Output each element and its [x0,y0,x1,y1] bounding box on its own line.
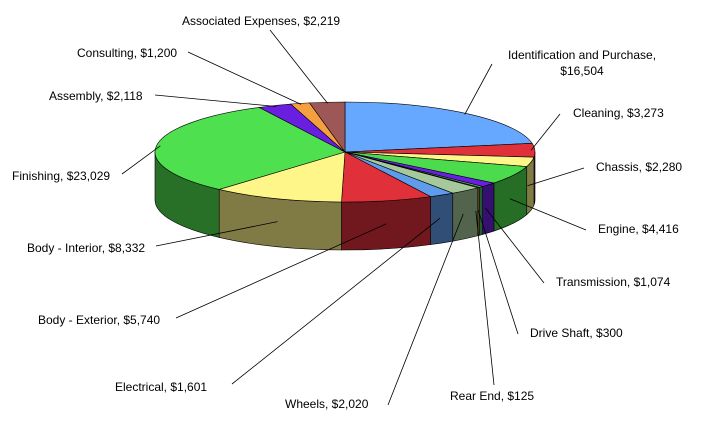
leader-line-12 [154,94,277,107]
slice-label-6: Rear End, $125 [450,389,534,403]
leader-line-8 [231,217,441,385]
leader-line-13 [187,51,302,105]
leader-lines [121,29,587,406]
slice-11 [154,107,346,190]
slice-label-10: Body - Interior, $8,332 [27,241,145,255]
slice-label-4: Transmission, $1,074 [556,275,671,289]
leader-line-3 [509,198,587,231]
leader-line-14 [269,29,328,104]
leader-line-4 [485,207,545,284]
slice-side-8 [430,192,454,245]
slice-label-11: Finishing, $23,029 [12,169,110,183]
slice-side-7 [452,187,479,242]
leader-line-5 [477,210,519,335]
slice-label-14: Associated Expenses, $2,219 [182,14,340,28]
slice-labels: Identification and Purchase, $16,504 Clean… [12,14,682,411]
slice-label-3: Engine, $4,416 [598,222,679,236]
slice-10 [218,151,346,203]
leader-line-7 [387,213,464,406]
slice-label-1: Cleaning, $3,273 [573,106,664,120]
slice-0 [344,101,533,153]
leader-line-9 [175,223,387,319]
slice-label-5: Drive Shaft, $300 [530,326,623,340]
slice-label-2: Chassis, $2,280 [596,160,682,174]
slice-side-9 [341,196,431,251]
slice-label-13: Consulting, $1,200 [77,46,177,60]
slice-label-7: Wheels, $2,020 [285,397,369,411]
leader-line-0 [464,63,493,115]
slice-side-5 [478,186,483,236]
leader-line-11 [121,145,161,175]
slice-label-0: Identification and Purchase, $16,504 [508,48,656,78]
slice-side-4 [482,182,495,235]
leader-line-2 [527,167,585,187]
slice-label-12: Assembly, $2,118 [49,89,143,103]
slice-label-9: Body - Exterior, $5,740 [38,313,160,327]
slice-9 [341,151,432,203]
leader-line-1 [530,113,561,151]
leader-line-6 [475,210,495,386]
pie-top-faces [154,101,536,203]
slice-label-8: Electrical, $1,601 [115,380,207,394]
leader-line-10 [155,221,278,247]
